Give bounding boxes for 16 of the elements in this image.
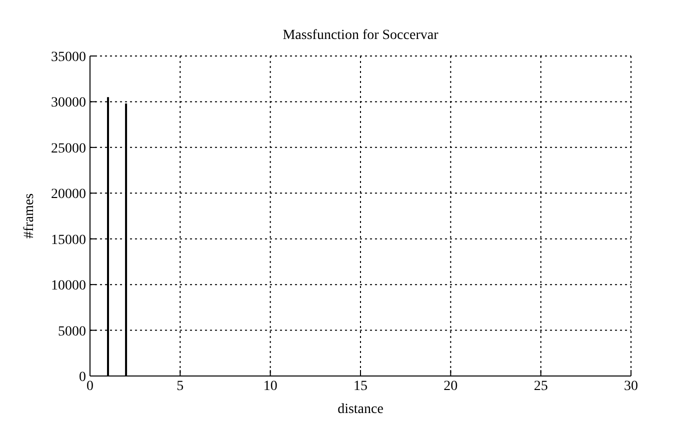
y-tick-label: 20000 [51, 187, 86, 202]
y-tick-label: 30000 [51, 96, 86, 111]
x-tick-label: 10 [263, 378, 278, 394]
y-tick-label: 15000 [51, 232, 86, 248]
x-tick-label: 15 [354, 378, 368, 394]
x-tick-label: 25 [534, 378, 548, 394]
y-axis-title: #frames [22, 193, 38, 239]
x-tick-label: 20 [444, 378, 458, 394]
chart-title: Massfunction for Soccervar [282, 28, 440, 44]
y-tick-label: 10000 [51, 278, 86, 294]
x-tick-label: 30 [624, 378, 638, 394]
x-tick-label: 5 [176, 378, 184, 394]
y-tick-label: 5000 [58, 324, 86, 340]
y-tick-label: 35000 [51, 50, 86, 65]
y-tick-label: 25000 [51, 141, 86, 156]
x-axis-title: distance [336, 402, 384, 418]
